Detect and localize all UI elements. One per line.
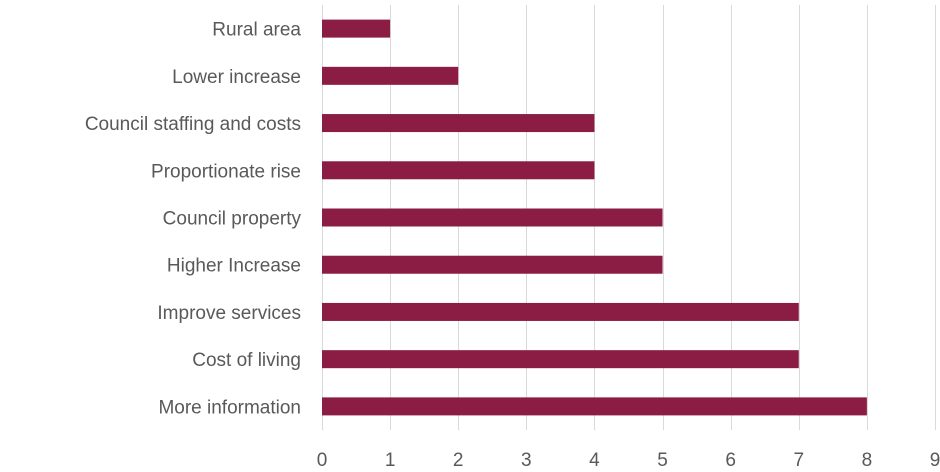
bar-rural-area [322, 19, 391, 38]
category-label: Cost of living [192, 350, 301, 371]
category-label: Rural area [212, 20, 301, 41]
bar-proportionate-rise [322, 161, 595, 180]
x-tick-label: 3 [521, 450, 532, 467]
bar-council-staffing-and-costs [322, 114, 595, 133]
bars [322, 19, 867, 416]
bar-cost-of-living [322, 350, 799, 369]
category-label: Proportionate rise [151, 161, 301, 182]
x-tick-label: 1 [385, 450, 396, 467]
x-tick-label: 5 [657, 450, 668, 467]
category-label: Council staffing and costs [85, 114, 301, 135]
x-tick-label: 9 [930, 450, 940, 467]
x-tick-label: 6 [725, 450, 736, 467]
bar-higher-increase [322, 255, 663, 274]
category-label: Council property [163, 209, 302, 230]
x-tick-labels: 0 1 2 3 4 5 6 7 8 9 [317, 450, 940, 471]
category-label: More information [158, 397, 301, 418]
category-label: Improve services [157, 303, 301, 324]
category-labels: Rural area Lower increase Council staffing… [85, 20, 302, 419]
x-tick-label: 8 [862, 450, 873, 467]
x-tick-label: 2 [453, 450, 464, 467]
bar-council-property [322, 208, 663, 227]
x-tick-label: 4 [589, 450, 600, 467]
category-label: Lower increase [172, 67, 301, 88]
x-tick-label: 7 [793, 450, 804, 467]
bar-lower-increase [322, 66, 459, 85]
category-label: Higher Increase [167, 256, 301, 277]
x-tick-label: 0 [317, 450, 328, 467]
bar-improve-services [322, 302, 799, 321]
bar-more-information [322, 397, 867, 416]
